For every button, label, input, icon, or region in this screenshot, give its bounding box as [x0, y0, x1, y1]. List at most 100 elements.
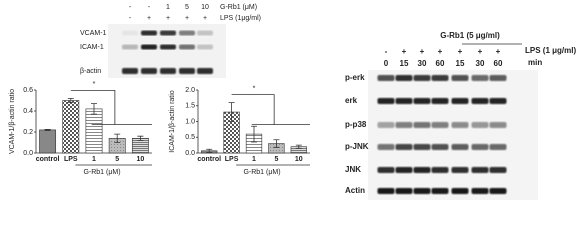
- y-tick-label: 1.5: [185, 103, 195, 110]
- significance-mark: *: [253, 85, 256, 92]
- bar: [39, 129, 57, 154]
- blot-band: [377, 98, 395, 104]
- blot-band: [413, 122, 431, 128]
- row-label: p-p38: [345, 120, 367, 129]
- lane-label: 60: [494, 59, 503, 68]
- blot-band: [377, 188, 395, 194]
- y-tick-label: 1.0: [185, 118, 195, 125]
- treatment-label: G-Rb1 (μM): [220, 4, 257, 11]
- lane-label: +: [203, 15, 207, 22]
- blot-band: [160, 68, 176, 74]
- blot-band: [431, 144, 449, 150]
- blot-band: [451, 144, 469, 150]
- x-tick-label: 5: [115, 156, 119, 163]
- blot-band: [489, 75, 507, 81]
- y-tick-label: 0.5: [185, 134, 195, 141]
- blot-band: [489, 98, 507, 104]
- blot-band: [431, 188, 449, 194]
- lane-label: -: [385, 47, 388, 56]
- error-bar: [44, 128, 51, 131]
- lane-label: +: [166, 15, 170, 22]
- blot-band: [395, 188, 413, 194]
- blot-band: [451, 167, 469, 173]
- blot-band: [413, 98, 431, 104]
- row-label: Actin: [345, 186, 365, 195]
- blot-band: [451, 122, 469, 128]
- time-unit: min: [528, 58, 542, 67]
- lane-label: 60: [436, 59, 445, 68]
- error-bar: [67, 98, 74, 103]
- lane-label: 1: [166, 4, 170, 11]
- x-tick-label: LPS: [225, 156, 239, 163]
- blot-band: [431, 167, 449, 173]
- lane-label: 15: [456, 59, 465, 68]
- bar: [62, 100, 80, 154]
- blot-band: [431, 98, 449, 104]
- lane-label: +: [478, 47, 483, 56]
- blot-band: [179, 30, 195, 36]
- row-label: p-erk: [345, 73, 365, 82]
- blot-band: [395, 98, 413, 104]
- significance-mark: *: [93, 81, 96, 88]
- row-label: erk: [345, 96, 358, 105]
- blot-band: [413, 167, 431, 173]
- blot-band: [122, 44, 138, 50]
- blot-band: [471, 122, 489, 128]
- row-label: β-actin: [80, 68, 101, 75]
- lane-label: +: [458, 47, 463, 56]
- x-tick-label: control: [36, 156, 60, 163]
- lane-label: -: [148, 4, 151, 11]
- error-bar: [228, 102, 235, 122]
- lane-label: -: [129, 4, 132, 11]
- lane-label: +: [147, 15, 151, 22]
- lane-label: 15: [400, 59, 409, 68]
- error-bar: [273, 139, 280, 148]
- blot-band: [122, 68, 138, 74]
- blot-band: [141, 30, 157, 36]
- blot-band: [471, 75, 489, 81]
- row-label: VCAM-1: [80, 30, 107, 37]
- blot-band: [471, 167, 489, 173]
- lane-label: -: [129, 15, 132, 22]
- row-label: ICAM-1: [80, 44, 104, 51]
- y-tick-label: 0.2: [23, 129, 33, 136]
- y-tick-label: 0.0: [23, 150, 33, 157]
- blot-band: [395, 75, 413, 81]
- blot-band: [395, 144, 413, 150]
- blot-band: [489, 167, 507, 173]
- blot-band: [413, 188, 431, 194]
- blot-band: [431, 75, 449, 81]
- figure: G-Rb1 (μM) LPS (1μg/ml) - -1 5 10- + + + +VCAM-…: [9, 4, 576, 200]
- blot-band: [451, 188, 469, 194]
- page: G-Rb1 (μM) LPS (1μg/ml) - -1 5 10- + + + + VCAM-…: [8, 3, 577, 200]
- lane-label: +: [438, 47, 443, 56]
- lane-label: +: [420, 47, 425, 56]
- blot-band: [431, 122, 449, 128]
- treatment-label: LPS (1μg/ml): [220, 15, 261, 22]
- blot-band: [377, 144, 395, 150]
- blot-band: [489, 188, 507, 194]
- y-tick-label: 0.4: [23, 108, 33, 115]
- blot-band: [377, 167, 395, 173]
- row-label: JNK: [345, 165, 361, 174]
- blot-band: [489, 122, 507, 128]
- blot-band: [413, 75, 431, 81]
- x-tick-label: LPS: [64, 156, 78, 163]
- lane-label: 10: [201, 4, 209, 11]
- blot-band: [179, 44, 195, 50]
- x-tick-label: 10: [137, 156, 145, 163]
- blot-band: [197, 68, 213, 74]
- significance-bracket: [70, 90, 152, 126]
- error-bar: [295, 144, 302, 149]
- bar: [85, 108, 103, 154]
- x-tick-label: 10: [295, 156, 303, 163]
- blot-band: [377, 122, 395, 128]
- blot-band: [395, 122, 413, 128]
- error-bar: [91, 103, 97, 115]
- treatment-label: G-Rb1 (5 μg/ml): [440, 31, 500, 40]
- lane-label: 5: [185, 4, 189, 11]
- x-axis-label: G-Rb1 (μM): [83, 169, 120, 176]
- blot-band: [471, 144, 489, 150]
- error-bar: [137, 135, 144, 141]
- blot-band: [179, 68, 195, 74]
